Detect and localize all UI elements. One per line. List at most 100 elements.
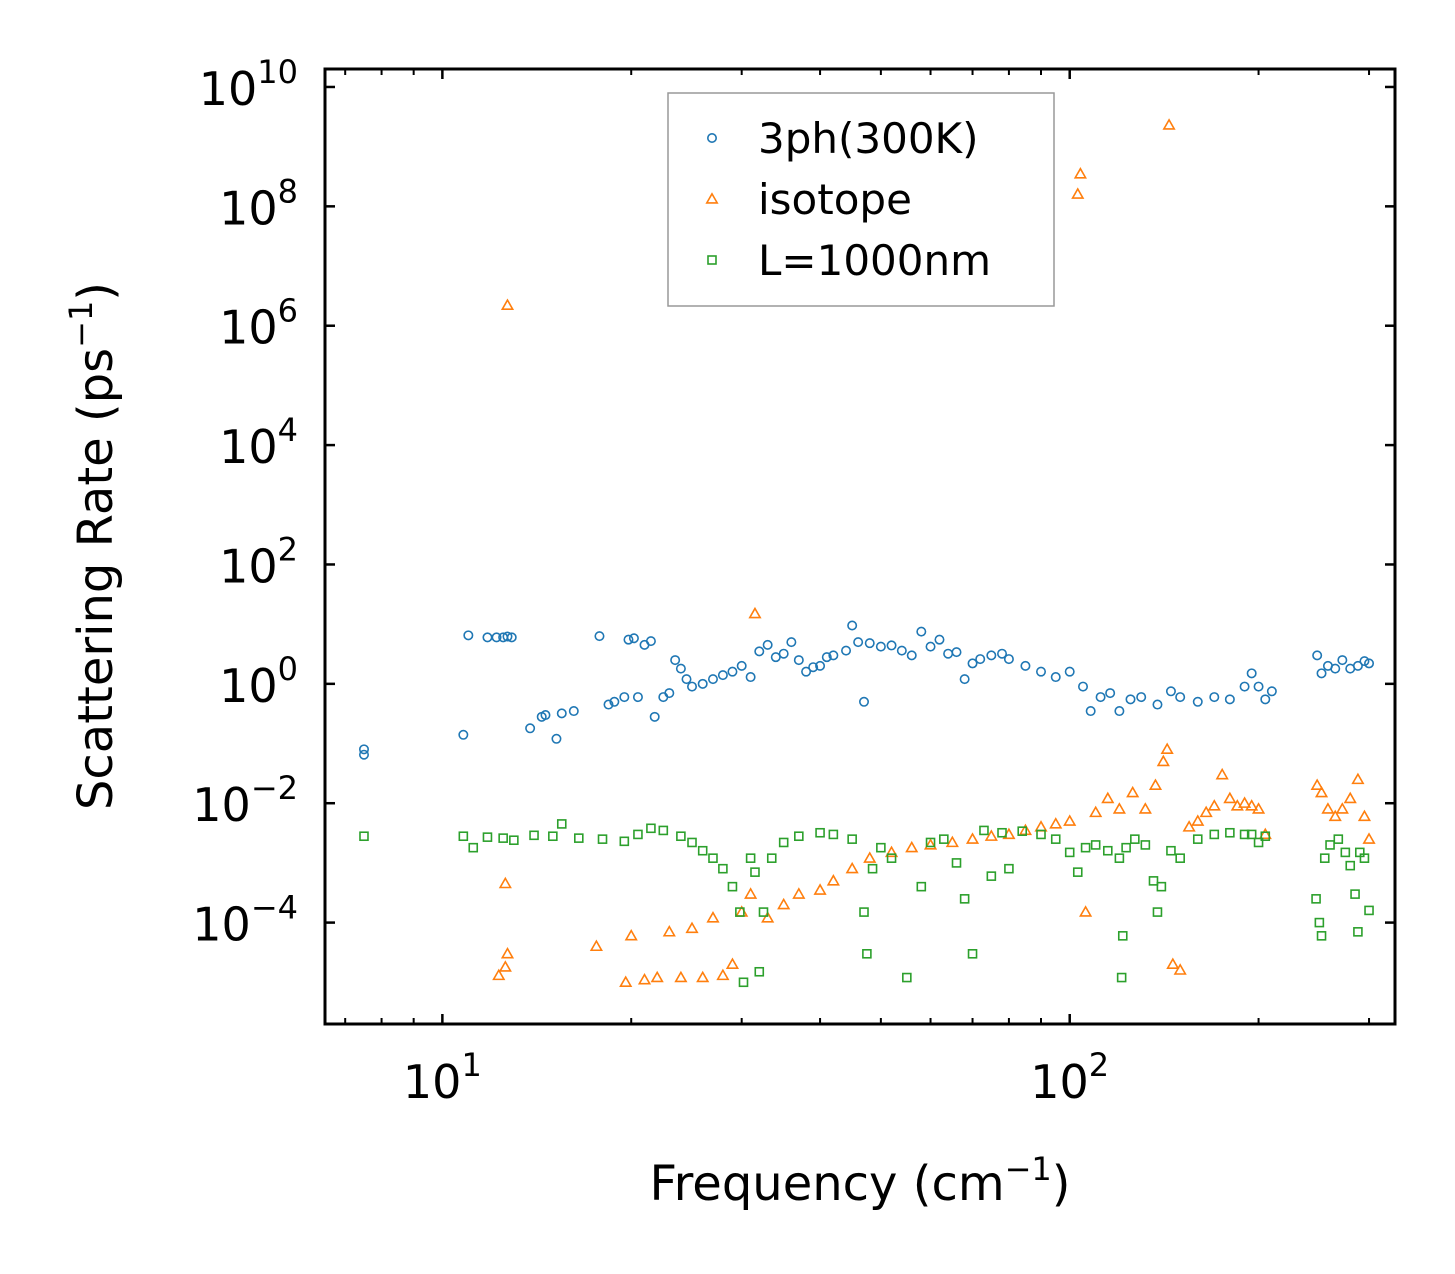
- data-point: [1199, 805, 1213, 818]
- data-point: [568, 706, 579, 717]
- data-point: [468, 842, 479, 853]
- data-point: [500, 298, 515, 310]
- data-point: [597, 834, 608, 844]
- data-point: [828, 650, 839, 661]
- data-point: [1316, 931, 1327, 941]
- series-2-markers: [359, 819, 1374, 988]
- data-point: [664, 688, 675, 699]
- y-tick-label: 1010: [199, 53, 298, 116]
- data-point: [1225, 827, 1235, 838]
- data-point: [1063, 814, 1077, 826]
- data-point: [1345, 860, 1356, 871]
- data-point: [826, 874, 840, 886]
- data-point: [1314, 917, 1325, 928]
- y-axis-title: Scattering Rate (ps−1): [62, 282, 124, 810]
- y-tick-label: 100: [219, 650, 298, 713]
- data-point: [1148, 876, 1159, 886]
- data-point: [1073, 167, 1087, 179]
- data-point: [1117, 931, 1128, 941]
- series-1-markers: [492, 118, 1376, 987]
- data-point: [1095, 692, 1106, 703]
- data-point: [916, 626, 927, 637]
- data-point: [896, 645, 907, 656]
- data-point: [808, 662, 819, 673]
- legend-entry: 3ph(300K): [706, 114, 978, 163]
- data-point: [754, 966, 765, 977]
- legend: 3ph(300K) isotope L=1000nm: [667, 92, 1055, 307]
- data-point: [1335, 802, 1349, 814]
- data-point: [1260, 694, 1271, 705]
- data-point: [906, 650, 917, 661]
- data-point: [778, 648, 789, 659]
- data-point: [697, 845, 708, 856]
- data-point: [619, 975, 633, 987]
- data-point: [847, 834, 857, 844]
- data-point: [458, 831, 469, 842]
- data-point: [696, 970, 710, 983]
- data-point: [1239, 829, 1250, 840]
- data-point: [1148, 778, 1163, 790]
- data-point: [359, 831, 369, 842]
- data-point: [1352, 660, 1363, 671]
- data-point: [1126, 785, 1140, 798]
- data-point: [1020, 660, 1031, 671]
- data-point: [1136, 692, 1147, 703]
- data-point: [951, 858, 962, 868]
- data-point: [815, 827, 825, 838]
- data-point: [706, 911, 720, 923]
- data-point: [650, 970, 664, 983]
- data-point: [744, 887, 758, 899]
- data-point: [1238, 796, 1252, 808]
- data-point: [1192, 834, 1203, 844]
- data-point: [525, 723, 536, 734]
- data-point: [813, 883, 827, 895]
- data-point: [1246, 668, 1257, 679]
- data-point: [736, 660, 747, 671]
- data-point: [708, 853, 718, 863]
- data-point: [718, 863, 728, 874]
- data-point: [649, 711, 660, 722]
- data-point: [632, 692, 643, 703]
- data-point: [681, 674, 692, 685]
- data-point: [1140, 840, 1151, 850]
- data-point: [997, 827, 1007, 838]
- data-point: [1114, 853, 1125, 863]
- data-point: [876, 842, 886, 853]
- data-point: [358, 744, 369, 755]
- y-tick-label: 108: [219, 172, 298, 235]
- data-point: [967, 658, 978, 669]
- data-point: [1209, 692, 1220, 703]
- data-point: [1080, 842, 1091, 853]
- data-point: [1246, 829, 1257, 840]
- data-point: [727, 881, 738, 892]
- data-point: [925, 641, 936, 652]
- data-point: [707, 674, 718, 685]
- tick-layer: 101 102 1010 108 106 104 102 100 10−2 10−4: [192, 53, 1395, 1109]
- data-point: [1310, 778, 1324, 790]
- data-point: [716, 968, 730, 981]
- data-point: [1337, 655, 1348, 666]
- data-point: [886, 853, 897, 863]
- data-point: [1121, 842, 1131, 853]
- data-point: [574, 833, 584, 843]
- data-point: [1351, 772, 1365, 785]
- data-point: [1325, 840, 1335, 850]
- data-point: [959, 894, 970, 904]
- data-point: [1319, 853, 1330, 863]
- data-point: [793, 655, 804, 666]
- data-point: [959, 674, 970, 685]
- data-point: [738, 977, 749, 988]
- data-point: [801, 666, 812, 677]
- data-point: [965, 832, 980, 844]
- data-point: [725, 957, 740, 970]
- data-point: [589, 939, 603, 952]
- data-point: [637, 972, 652, 985]
- data-point: [1258, 827, 1272, 840]
- data-point: [939, 834, 949, 844]
- x-axis-title: Frequency (cm−1): [649, 1150, 1070, 1212]
- data-point: [1036, 666, 1047, 677]
- data-point: [1239, 681, 1250, 692]
- data-point: [1311, 894, 1321, 904]
- data-point: [1102, 845, 1113, 856]
